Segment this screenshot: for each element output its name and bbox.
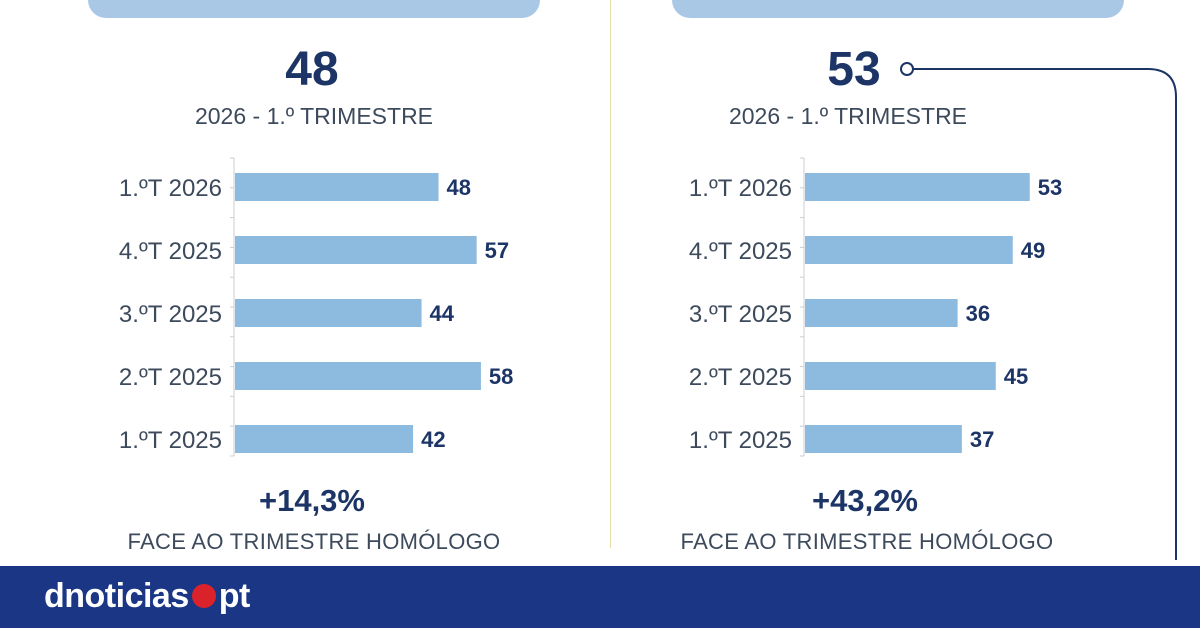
right-bar-chart: 1.ºT 2026 53 4.ºT 2025 49 3.ºT 2025 36 2.ºT 20…	[689, 157, 1062, 457]
right-change-value: +43,2%	[811, 483, 918, 518]
right-bar	[805, 362, 996, 390]
right-bar	[805, 173, 1030, 201]
right-bar	[805, 425, 962, 453]
right-change-label: FACE AO TRIMESTRE HOMÓLOGO	[680, 529, 1054, 554]
right-category-label: 3.ºT 2025	[689, 301, 792, 328]
logo-dot-icon	[191, 584, 216, 609]
right-value-label: 37	[970, 427, 994, 452]
right-panel-header	[672, 0, 1124, 18]
left-value-label: 44	[430, 301, 455, 326]
left-bar	[235, 362, 481, 390]
right-category-label: 2.ºT 2025	[689, 364, 792, 391]
left-value-label: 42	[421, 427, 445, 452]
left-category-label: 4.ºT 2025	[119, 238, 222, 265]
panel-divider	[610, 0, 611, 548]
left-bar	[235, 173, 439, 201]
logo-suffix: pt	[218, 577, 251, 615]
left-value-label: 57	[485, 238, 509, 263]
left-period-label: 2026 - 1.º TRIMESTRE	[194, 103, 434, 129]
right-value-label: 49	[1021, 238, 1045, 263]
right-value-label: 36	[966, 301, 990, 326]
right-bar	[805, 236, 1013, 264]
right-category-label: 1.ºT 2026	[689, 175, 792, 202]
left-bar	[235, 236, 477, 264]
right-category-label: 4.ºT 2025	[689, 238, 792, 265]
right-big-value: 53	[827, 43, 881, 96]
left-bar	[235, 425, 414, 453]
dnoticias-logo[interactable]: dnoticias pt	[44, 576, 250, 616]
left-bar-chart: 1.ºT 2026 48 4.ºT 2025 57 3.ºT 2025 44 2.ºT 20…	[119, 157, 513, 457]
left-bar	[235, 299, 422, 327]
right-value-label: 53	[1038, 175, 1062, 200]
right-bar	[805, 299, 958, 327]
right-period-label: 2026 - 1.º TRIMESTRE	[728, 103, 968, 129]
right-category-label: 1.ºT 2025	[689, 427, 792, 454]
left-big-value: 48	[285, 43, 339, 96]
left-value-label: 58	[489, 364, 513, 389]
logo-text: dnoticias	[44, 577, 189, 615]
left-category-label: 2.ºT 2025	[119, 364, 222, 391]
left-panel-header	[88, 0, 540, 18]
left-category-label: 1.ºT 2026	[119, 175, 222, 202]
right-value-label: 45	[1004, 364, 1028, 389]
left-category-label: 3.ºT 2025	[119, 301, 222, 328]
left-change-value: +14,3%	[258, 483, 365, 518]
left-category-label: 1.ºT 2025	[119, 427, 222, 454]
left-value-label: 48	[447, 175, 471, 200]
left-change-label: FACE AO TRIMESTRE HOMÓLOGO	[127, 529, 501, 554]
